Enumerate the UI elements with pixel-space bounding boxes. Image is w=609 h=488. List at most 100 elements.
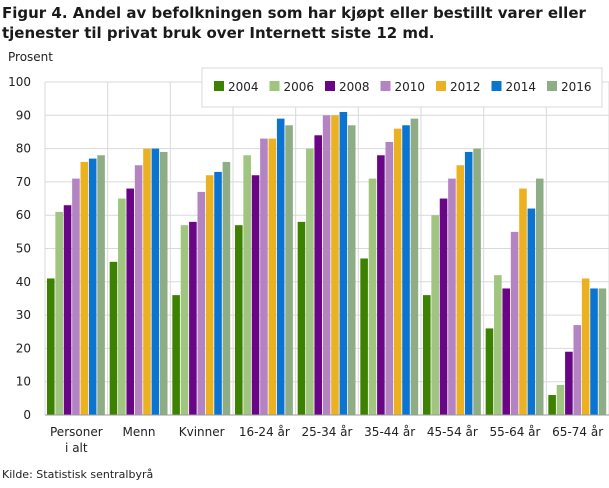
bar-2008 [251,175,260,415]
bar-2014 [464,151,473,415]
bar-2006 [55,211,63,415]
bar-2004 [235,225,243,415]
legend-label: 2010 [395,80,426,94]
y-tick-label: 70 [16,175,31,189]
bar-2010 [322,115,331,416]
bar-2014 [276,118,285,415]
bar-2016 [535,178,544,415]
bar-2006 [431,215,439,415]
bar-2010 [448,178,456,415]
x-tick-label: 35-44 år [364,425,415,439]
bar-2014 [214,171,222,415]
legend-swatch [436,81,446,91]
x-tick-label: Menn [123,425,156,439]
bar-2006 [494,275,502,415]
legend-label: 2008 [339,80,370,94]
bar-2010 [197,191,206,415]
bar-2008 [63,205,72,415]
legend-label: 2006 [284,80,315,94]
legend-label: 2012 [450,80,481,94]
bar-2014 [88,158,97,415]
bar-2016 [473,148,481,415]
y-tick-label: 20 [16,341,31,355]
bar-2010 [385,141,394,415]
bar-2004 [47,278,55,415]
bar-2004 [172,295,180,415]
y-tick-label: 30 [16,308,31,322]
bar-2012 [205,175,214,415]
legend-swatch [547,81,557,91]
bar-2008 [565,351,573,415]
y-tick-label: 0 [23,408,31,422]
y-tick-label: 100 [8,75,31,89]
y-tick-label: 50 [16,242,31,256]
bar-2008 [314,135,323,415]
legend [201,67,603,108]
x-tick-label: Personer [50,425,103,439]
bar-2006 [556,385,565,415]
bar-2012 [393,128,402,415]
x-tick-label: 65-74 år [552,425,603,439]
bar-2014 [339,111,348,415]
bar-2008 [377,155,385,415]
bar-2004 [423,295,431,415]
legend-swatch [380,81,391,91]
bar-2006 [118,198,126,415]
x-tick-label: 55-64 år [490,425,541,439]
legend-label: 2016 [561,80,592,94]
bar-2010 [260,138,268,416]
bar-2006 [243,155,251,415]
bar-2004 [109,261,118,415]
bar-2016 [222,161,231,415]
bar-2008 [439,198,448,415]
legend-swatch [214,81,224,91]
y-tick-label: 80 [16,142,31,156]
y-tick-label: 40 [16,275,31,289]
y-tick-label: 60 [16,208,31,222]
legend-swatch [491,81,502,91]
bar-2010 [72,178,80,415]
x-tick-label: Kvinner [179,425,225,439]
bar-2016 [285,125,293,415]
bar-2006 [306,148,314,415]
bar-2014 [151,148,160,415]
bar-2016 [159,151,168,415]
bar-2016 [97,155,105,415]
bar-2016 [598,288,607,415]
bar-2010 [510,231,519,415]
x-tick-label: i alt [65,441,88,455]
bar-2012 [268,138,277,416]
chart-title: Figur 4. Andel av befolkningen som har k… [2,4,586,42]
legend-label: 2014 [506,80,537,94]
bar-2012 [519,188,527,415]
bar-2010 [134,165,143,415]
legend-swatch [269,81,280,91]
y-axis-label: Prosent [8,50,53,64]
bar-2004 [485,328,494,415]
bar-2004 [548,395,556,415]
bar-2012 [143,148,151,415]
legend-swatch [325,81,335,91]
bar-2008 [126,188,135,415]
bar-2008 [502,288,511,415]
x-tick-label: 25-34 år [302,425,353,439]
bar-2010 [573,325,582,415]
bar-2004 [360,258,368,415]
x-tick-label: 45-54 år [427,425,478,439]
bar-2012 [456,165,465,415]
bar-2004 [297,221,306,415]
bar-2014 [527,208,536,415]
bar-2014 [590,288,598,415]
y-tick-label: 10 [16,375,31,389]
y-tick-label: 90 [16,108,31,122]
bar-2014 [402,125,410,415]
bar-2012 [581,278,590,415]
bar-2006 [180,225,189,415]
bar-2012 [331,115,339,416]
source-note: Kilde: Statistisk sentralbyrå [2,468,154,481]
bar-2006 [368,178,377,415]
x-tick-label: 16-24 år [239,425,290,439]
bar-2016 [410,118,419,415]
